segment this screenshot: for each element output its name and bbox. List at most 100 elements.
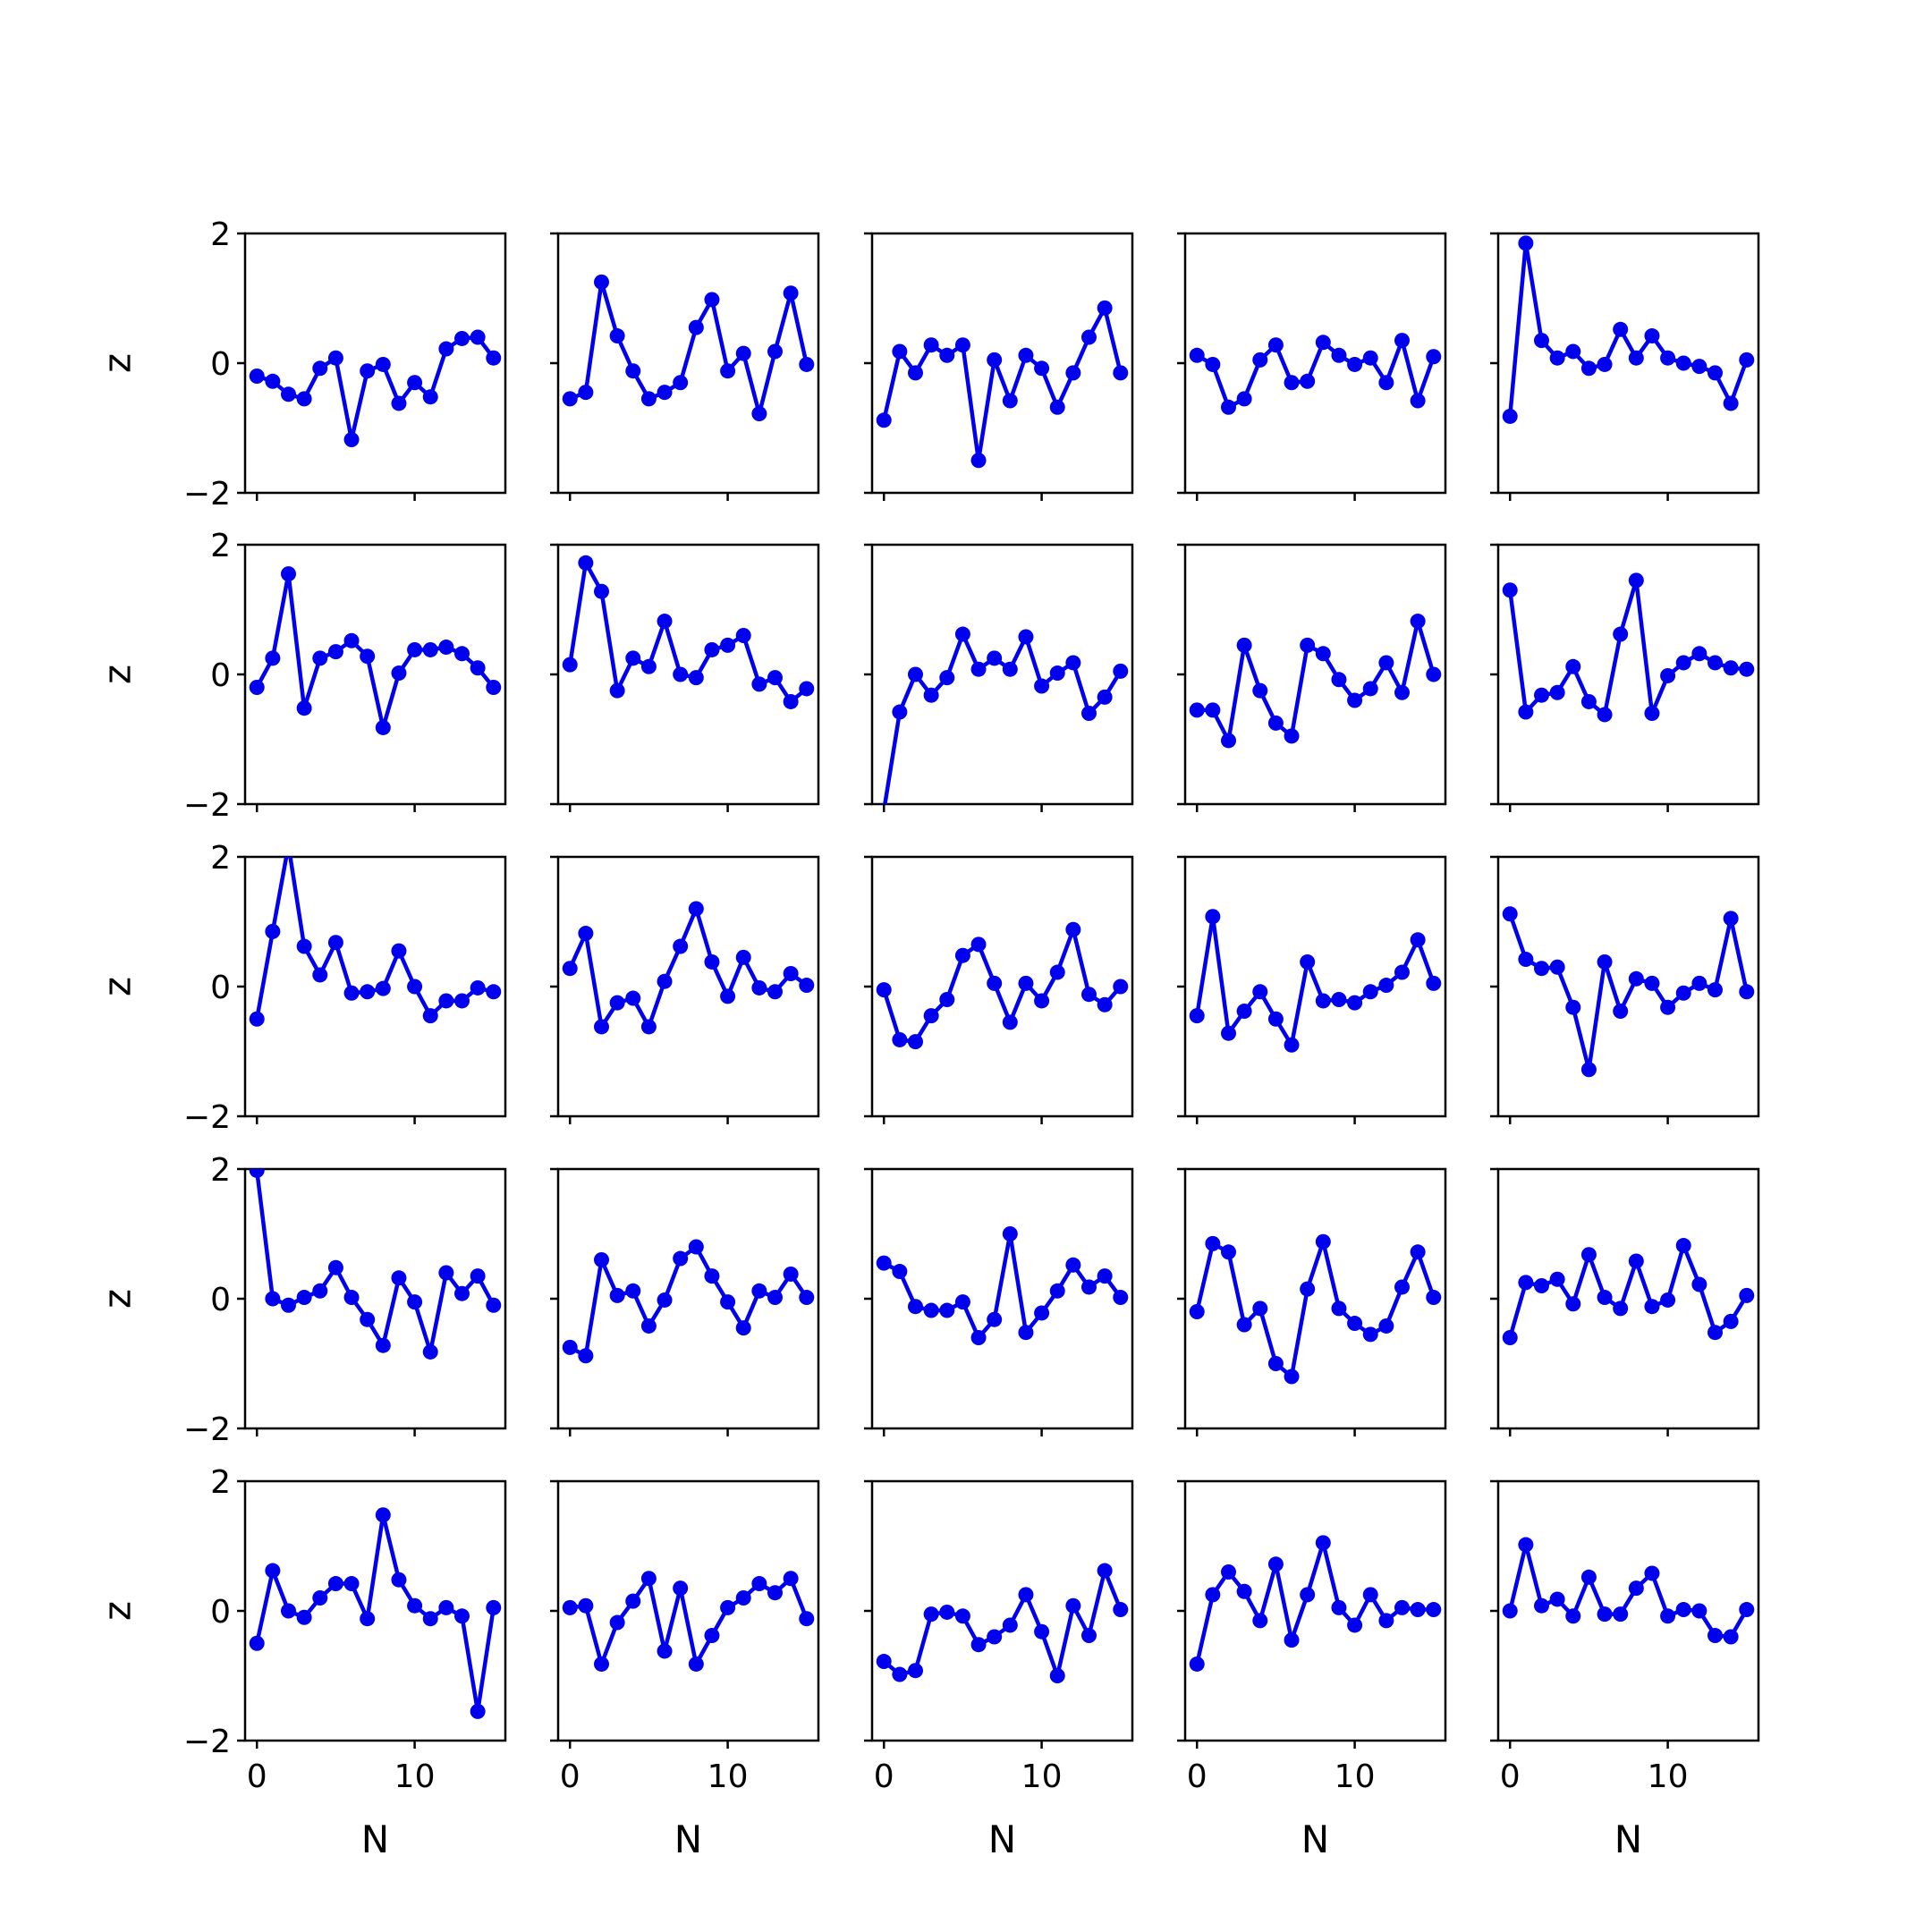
data-point <box>1739 1287 1755 1303</box>
data-point <box>876 1654 892 1670</box>
data-point <box>908 1663 923 1679</box>
data-point <box>1252 1301 1268 1317</box>
series-line <box>1507 241 1749 417</box>
data-point <box>1113 663 1129 679</box>
data-point <box>908 1034 923 1050</box>
data-point <box>1378 375 1394 391</box>
data-point <box>939 347 955 363</box>
data-point <box>1410 614 1426 630</box>
data-point <box>970 1330 987 1345</box>
data-point <box>438 341 454 357</box>
data-point <box>751 1283 767 1299</box>
series-group <box>1502 1238 1755 1345</box>
x-axis-label: N <box>361 1818 389 1861</box>
data-point <box>1426 1602 1442 1618</box>
subplot-r4-c2 <box>550 1167 820 1436</box>
data-point <box>1331 1301 1347 1317</box>
data-point <box>609 682 625 699</box>
series-group <box>1502 906 1755 1078</box>
y-tick-label: 0 <box>210 1282 231 1318</box>
subplot-r4-c5 <box>1490 1167 1760 1436</box>
data-point <box>735 1590 751 1606</box>
data-point <box>1691 1276 1707 1292</box>
data-point <box>1707 655 1723 671</box>
series-line <box>1197 619 1436 743</box>
series-line <box>882 927 1123 1044</box>
data-point <box>1018 629 1034 645</box>
data-point <box>751 676 767 692</box>
series-line <box>883 1232 1123 1340</box>
data-point <box>1081 987 1097 1003</box>
data-point <box>265 1291 281 1307</box>
data-point <box>1707 982 1723 998</box>
data-point <box>407 979 423 995</box>
data-point <box>407 1294 423 1310</box>
data-point <box>939 992 955 1007</box>
data-point <box>265 373 281 389</box>
data-point <box>879 802 888 804</box>
data-point <box>1426 1290 1442 1306</box>
data-point <box>1267 715 1284 731</box>
data-point <box>1502 1330 1518 1345</box>
series-line <box>568 906 809 1030</box>
data-point <box>640 658 657 674</box>
subplot-r5-c4: 0 10N <box>1177 1479 1447 1861</box>
data-point <box>1236 1317 1252 1333</box>
y-tick-label: 2 <box>210 528 231 564</box>
data-point <box>1081 1279 1097 1295</box>
subplot-r1-c2 <box>550 232 820 501</box>
data-point <box>954 947 970 963</box>
data-point <box>1002 1617 1018 1633</box>
data-point <box>1675 1602 1691 1618</box>
data-point <box>1580 1062 1597 1078</box>
data-point <box>609 995 625 1011</box>
data-point <box>1426 975 1442 991</box>
data-point <box>1081 706 1097 721</box>
data-point <box>767 984 783 1000</box>
data-point <box>281 1603 296 1619</box>
data-point <box>296 1609 312 1625</box>
data-point <box>908 666 923 682</box>
data-point <box>923 687 939 703</box>
data-point <box>1502 906 1518 922</box>
data-point <box>1002 1226 1018 1241</box>
plot-frame <box>870 1479 1134 1742</box>
data-point <box>578 555 594 571</box>
series-line <box>256 335 496 442</box>
subplot-r2-c4 <box>1177 543 1447 812</box>
data-point <box>1189 347 1205 363</box>
subplot-r1-c1: −2 0 2 z <box>96 216 507 513</box>
series-group <box>876 300 1129 469</box>
series-group <box>1189 333 1442 415</box>
data-point <box>562 391 578 407</box>
data-point <box>1097 1563 1113 1579</box>
y-tick-label: −2 <box>183 1099 231 1136</box>
series-group <box>562 1571 815 1672</box>
data-point <box>454 1285 470 1301</box>
data-point <box>720 988 736 1004</box>
data-point <box>939 670 955 686</box>
data-point <box>1049 1283 1065 1299</box>
data-point <box>327 935 343 951</box>
y-tick-label: −2 <box>183 1724 231 1760</box>
data-point <box>767 343 783 360</box>
data-point <box>1221 1025 1236 1041</box>
data-point <box>735 628 751 643</box>
series-line <box>1195 1239 1436 1379</box>
data-point <box>673 1580 689 1597</box>
data-point <box>1549 959 1565 975</box>
data-point <box>1362 1587 1378 1603</box>
data-point <box>1065 1257 1081 1273</box>
data-point <box>1707 365 1723 381</box>
subplot-r2-c1: −2 0 2 z <box>96 528 507 824</box>
subplot-r1-c3 <box>864 232 1134 501</box>
data-point <box>1707 1628 1723 1644</box>
data-point <box>375 356 391 372</box>
data-point <box>939 1302 955 1318</box>
data-point <box>720 1599 736 1615</box>
data-point <box>1252 984 1268 1000</box>
data-point <box>1205 909 1221 925</box>
data-point <box>799 1611 815 1627</box>
data-point <box>1331 347 1347 363</box>
data-point <box>1018 975 1034 991</box>
